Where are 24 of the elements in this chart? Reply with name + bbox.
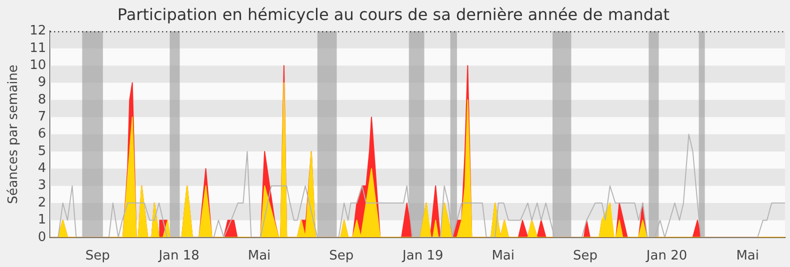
y-tick-label: 9 <box>38 75 46 90</box>
x-tick-label: Sep <box>85 248 110 264</box>
x-tick-label: Jan 19 <box>402 248 444 264</box>
chart-title: Participation en hémicycle au cours de sa dernière année de mandat <box>117 4 670 24</box>
x-tick-label: Mai <box>248 248 271 264</box>
y-tick-label: 6 <box>38 126 46 142</box>
y-tick-label: 11 <box>30 40 46 56</box>
y-tick-label: 7 <box>38 109 46 124</box>
y-tick-label: 0 <box>38 230 46 245</box>
y-tick-label: 10 <box>30 58 46 73</box>
y-tick-label: 3 <box>38 178 46 194</box>
x-tick-label: Mai <box>492 248 514 264</box>
y-tick-label: 1 <box>38 212 46 228</box>
y-tick-label: 2 <box>38 195 46 210</box>
y-tick-label: 4 <box>38 161 46 176</box>
x-tick-label: Sep <box>572 248 598 264</box>
x-tick-label: Mai <box>736 248 759 264</box>
y-tick-label: 8 <box>38 92 46 108</box>
x-tick-label: Sep <box>329 248 354 264</box>
y-axis-title: Séances par semaine <box>6 64 22 204</box>
y-tick-label: 12 <box>30 24 46 39</box>
x-tick-label: Jan 20 <box>645 248 688 264</box>
y-tick-label: 5 <box>38 144 46 159</box>
x-tick-label: Jan 18 <box>158 248 200 264</box>
